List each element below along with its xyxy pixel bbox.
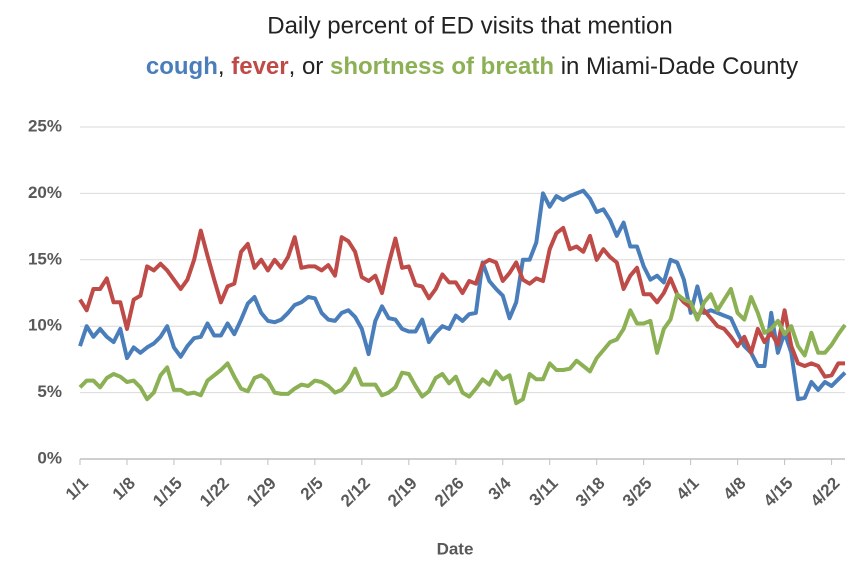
legend-breath: shortness of breath bbox=[330, 53, 554, 80]
y-tick-label: 0% bbox=[37, 448, 62, 467]
x-tick-label: 2/12 bbox=[337, 474, 374, 511]
title-connector: in Miami-Dade County bbox=[561, 53, 798, 80]
legend-cough: cough bbox=[146, 53, 218, 80]
x-tick-label: 4/22 bbox=[807, 474, 844, 511]
y-tick-label: 5% bbox=[37, 382, 62, 401]
x-tick-label: 1/15 bbox=[149, 474, 186, 511]
chart-subtitle: cough, fever, or shortness of breath in … bbox=[146, 53, 798, 80]
series-line bbox=[78, 225, 845, 379]
x-tick-label: 1/22 bbox=[196, 474, 233, 511]
x-tick-label: 4/1 bbox=[673, 474, 703, 504]
x-axis-label: Date bbox=[437, 539, 474, 558]
y-tick-label: 15% bbox=[28, 249, 62, 268]
x-tick-label: 3/25 bbox=[619, 474, 656, 511]
x-tick-label: 4/15 bbox=[760, 474, 797, 511]
series-line bbox=[78, 287, 847, 406]
series-line bbox=[78, 188, 847, 402]
legend-fever: fever bbox=[231, 53, 288, 80]
x-tick-label: 2/26 bbox=[431, 474, 468, 511]
x-tick-label: 3/18 bbox=[572, 474, 609, 511]
title-connector: , or bbox=[289, 53, 324, 80]
y-tick-label: 10% bbox=[28, 316, 62, 335]
y-tick-label: 25% bbox=[28, 116, 62, 135]
x-tick-label: 1/8 bbox=[109, 474, 139, 504]
x-tick-label: 1/29 bbox=[243, 474, 280, 511]
x-tick-label: 3/11 bbox=[526, 474, 562, 510]
x-tick-label: 3/4 bbox=[485, 473, 516, 504]
y-tick-label: 20% bbox=[28, 183, 62, 202]
x-tick-label: 4/8 bbox=[719, 474, 749, 504]
title-connector: , bbox=[218, 53, 225, 80]
x-tick-label: 2/19 bbox=[384, 474, 421, 511]
x-tick-label: 2/5 bbox=[297, 474, 327, 504]
x-tick-label: 1/1 bbox=[62, 474, 92, 504]
chart-title: Daily percent of ED visits that mention bbox=[267, 12, 673, 39]
